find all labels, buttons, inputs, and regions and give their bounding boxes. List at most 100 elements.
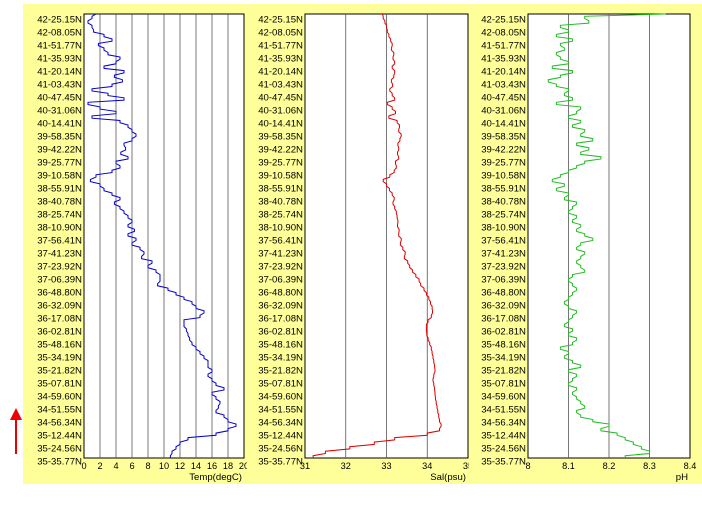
latitude-label: 37-23.92N: [481, 262, 526, 273]
latitude-label: 35-48.16N: [481, 340, 526, 351]
latitude-label: 41-20.14N: [481, 67, 526, 78]
latitude-label: 40-31.06N: [258, 106, 303, 117]
x-tick-label: 14: [191, 461, 201, 471]
latitude-label: 40-47.45N: [37, 93, 82, 104]
latitude-label: 36-02.81N: [37, 327, 82, 338]
latitude-label: 35-35.77N: [258, 457, 303, 468]
x-tick-label: 8.3: [643, 461, 656, 471]
latitude-label: 37-56.41N: [37, 236, 82, 247]
x-tick-label: 8: [145, 461, 150, 471]
latitude-label: 42-25.15N: [258, 15, 303, 26]
latitude-label: 38-10.90N: [258, 223, 303, 234]
latitude-label: 35-24.56N: [37, 444, 82, 455]
latitude-label: 39-58.35N: [481, 132, 526, 143]
latitude-label: 38-55.91N: [37, 184, 82, 195]
latitude-label: 34-59.60N: [481, 392, 526, 403]
latitude-label: 36-02.81N: [258, 327, 303, 338]
x-tick-label: 16: [207, 461, 217, 471]
x-tick-label: 8.2: [603, 461, 616, 471]
latitude-label: 35-07.81N: [481, 379, 526, 390]
x-axis-label: Sal(psu): [430, 472, 466, 483]
latitude-label: 37-56.41N: [258, 236, 303, 247]
latitude-label: 34-51.55N: [37, 405, 82, 416]
x-tick-label: 31: [300, 461, 310, 471]
latitude-label: 42-08.05N: [37, 28, 82, 39]
x-tick-label: 34: [422, 461, 432, 471]
latitude-label: 38-40.78N: [258, 197, 303, 208]
x-tick-label: 0: [81, 461, 86, 471]
latitude-label: 39-42.22N: [258, 145, 303, 156]
latitude-label: 36-32.09N: [258, 301, 303, 312]
latitude-label: 38-25.74N: [37, 210, 82, 221]
x-axis-label: pH: [676, 472, 688, 483]
direction-arrow-head: [10, 408, 22, 420]
x-tick-label: 6: [129, 461, 134, 471]
latitude-label: 36-17.08N: [258, 314, 303, 325]
x-tick-label: 10: [159, 461, 169, 471]
latitude-label: 39-25.77N: [258, 158, 303, 169]
latitude-label: 40-31.06N: [37, 106, 82, 117]
x-tick-label: 32: [341, 461, 351, 471]
latitude-label: 37-23.92N: [258, 262, 303, 273]
latitude-label: 37-06.39N: [37, 275, 82, 286]
latitude-label: 35-12.44N: [258, 431, 303, 442]
latitude-label: 35-35.77N: [481, 457, 526, 468]
latitude-label: 35-07.81N: [37, 379, 82, 390]
latitude-label: 37-41.23N: [37, 249, 82, 260]
panel-3: 8 8.1 8.2 8.3 8.4 42-25.15N 42-08.05N 41-51.77N…: [469, 4, 702, 484]
panel-1: 0 2 4 6 8 10 12 14 16 18 20 42-25.15N 42-08.05N 41-51…: [23, 4, 249, 484]
latitude-label: 41-20.14N: [258, 67, 303, 78]
latitude-label: 40-47.45N: [258, 93, 303, 104]
profile-line: [87, 13, 237, 458]
latitude-label: 38-55.91N: [258, 184, 303, 195]
latitude-label: 38-10.90N: [481, 223, 526, 234]
profile-line: [312, 13, 442, 458]
latitude-label: 36-17.08N: [481, 314, 526, 325]
latitude-label: 39-25.77N: [37, 158, 82, 169]
latitude-label: 40-14.41N: [481, 119, 526, 130]
latitude-label: 37-23.92N: [37, 262, 82, 273]
x-tick-label: 2: [97, 461, 102, 471]
latitude-label: 34-56.34N: [258, 418, 303, 429]
x-tick-label: 4: [113, 461, 118, 471]
latitude-label: 35-34.19N: [481, 353, 526, 364]
latitude-label: 36-17.08N: [37, 314, 82, 325]
x-tick-label: 8: [525, 461, 530, 471]
latitude-label: 36-02.81N: [481, 327, 526, 338]
latitude-label: 35-48.16N: [37, 340, 82, 351]
latitude-label: 40-47.45N: [481, 93, 526, 104]
latitude-label: 42-25.15N: [481, 15, 526, 26]
latitude-label: 35-12.44N: [37, 431, 82, 442]
latitude-label: 35-07.81N: [258, 379, 303, 390]
latitude-label: 42-25.15N: [37, 15, 82, 26]
latitude-label: 34-56.34N: [481, 418, 526, 429]
latitude-label: 39-25.77N: [481, 158, 526, 169]
latitude-label: 38-10.90N: [37, 223, 82, 234]
latitude-label: 37-41.23N: [481, 249, 526, 260]
x-tick-label: 8.1: [562, 461, 575, 471]
latitude-label: 35-24.56N: [258, 444, 303, 455]
latitude-label: 39-42.22N: [37, 145, 82, 156]
latitude-label: 39-58.35N: [37, 132, 82, 143]
latitude-label: 34-51.55N: [258, 405, 303, 416]
latitude-label: 41-35.93N: [481, 54, 526, 65]
latitude-label: 34-59.60N: [37, 392, 82, 403]
latitude-label: 40-14.41N: [37, 119, 82, 130]
latitude-label: 41-35.93N: [37, 54, 82, 65]
x-tick-label: 8.4: [684, 461, 697, 471]
x-tick-label: 35: [463, 461, 473, 471]
x-tick-label: 12: [175, 461, 185, 471]
latitude-label: 41-03.43N: [37, 80, 82, 91]
latitude-label: 36-32.09N: [481, 301, 526, 312]
latitude-label: 34-51.55N: [481, 405, 526, 416]
latitude-label: 38-25.74N: [481, 210, 526, 221]
latitude-label: 41-51.77N: [481, 41, 526, 52]
latitude-label: 39-10.58N: [37, 171, 82, 182]
x-tick-label: 18: [223, 461, 233, 471]
latitude-label: 40-14.41N: [258, 119, 303, 130]
latitude-label: 38-40.78N: [481, 197, 526, 208]
latitude-label: 42-08.05N: [481, 28, 526, 39]
latitude-label: 35-24.56N: [481, 444, 526, 455]
latitude-label: 37-41.23N: [258, 249, 303, 260]
